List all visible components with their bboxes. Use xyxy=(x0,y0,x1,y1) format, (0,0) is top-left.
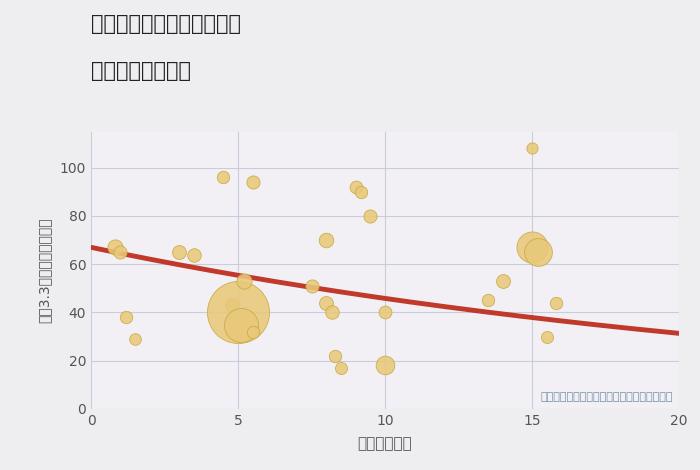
Point xyxy=(356,188,367,196)
Point xyxy=(330,352,341,360)
Point xyxy=(321,236,332,244)
Point xyxy=(130,335,141,343)
Point xyxy=(120,313,132,321)
Point xyxy=(235,321,246,328)
X-axis label: 駅距離（分）: 駅距離（分） xyxy=(358,436,412,451)
Point xyxy=(247,328,258,336)
Point xyxy=(174,249,185,256)
Y-axis label: 坪（3.3㎡）単価（万円）: 坪（3.3㎡）単価（万円） xyxy=(37,218,51,323)
Point xyxy=(532,249,543,256)
Point xyxy=(365,212,376,220)
Text: 駅距離別土地価格: 駅距離別土地価格 xyxy=(91,61,191,81)
Point xyxy=(350,183,361,191)
Point xyxy=(526,243,538,251)
Point xyxy=(379,309,391,316)
Point xyxy=(232,309,244,316)
Point xyxy=(115,249,126,256)
Point xyxy=(326,309,337,316)
Point xyxy=(335,364,346,372)
Point xyxy=(306,282,317,290)
Point xyxy=(218,173,229,181)
Point xyxy=(482,297,493,304)
Point xyxy=(379,362,391,369)
Point xyxy=(109,243,120,251)
Point xyxy=(541,333,552,340)
Text: 大阪府豊能郡能勢町稲地の: 大阪府豊能郡能勢町稲地の xyxy=(91,14,241,34)
Point xyxy=(321,299,332,306)
Point xyxy=(227,301,238,309)
Point xyxy=(550,299,561,306)
Point xyxy=(238,277,249,285)
Point xyxy=(497,277,508,285)
Point xyxy=(526,145,538,152)
Point xyxy=(188,251,199,258)
Point xyxy=(247,179,258,186)
Text: 円の大きさは、取引のあった物件面積を示す: 円の大きさは、取引のあった物件面積を示す xyxy=(540,392,673,402)
